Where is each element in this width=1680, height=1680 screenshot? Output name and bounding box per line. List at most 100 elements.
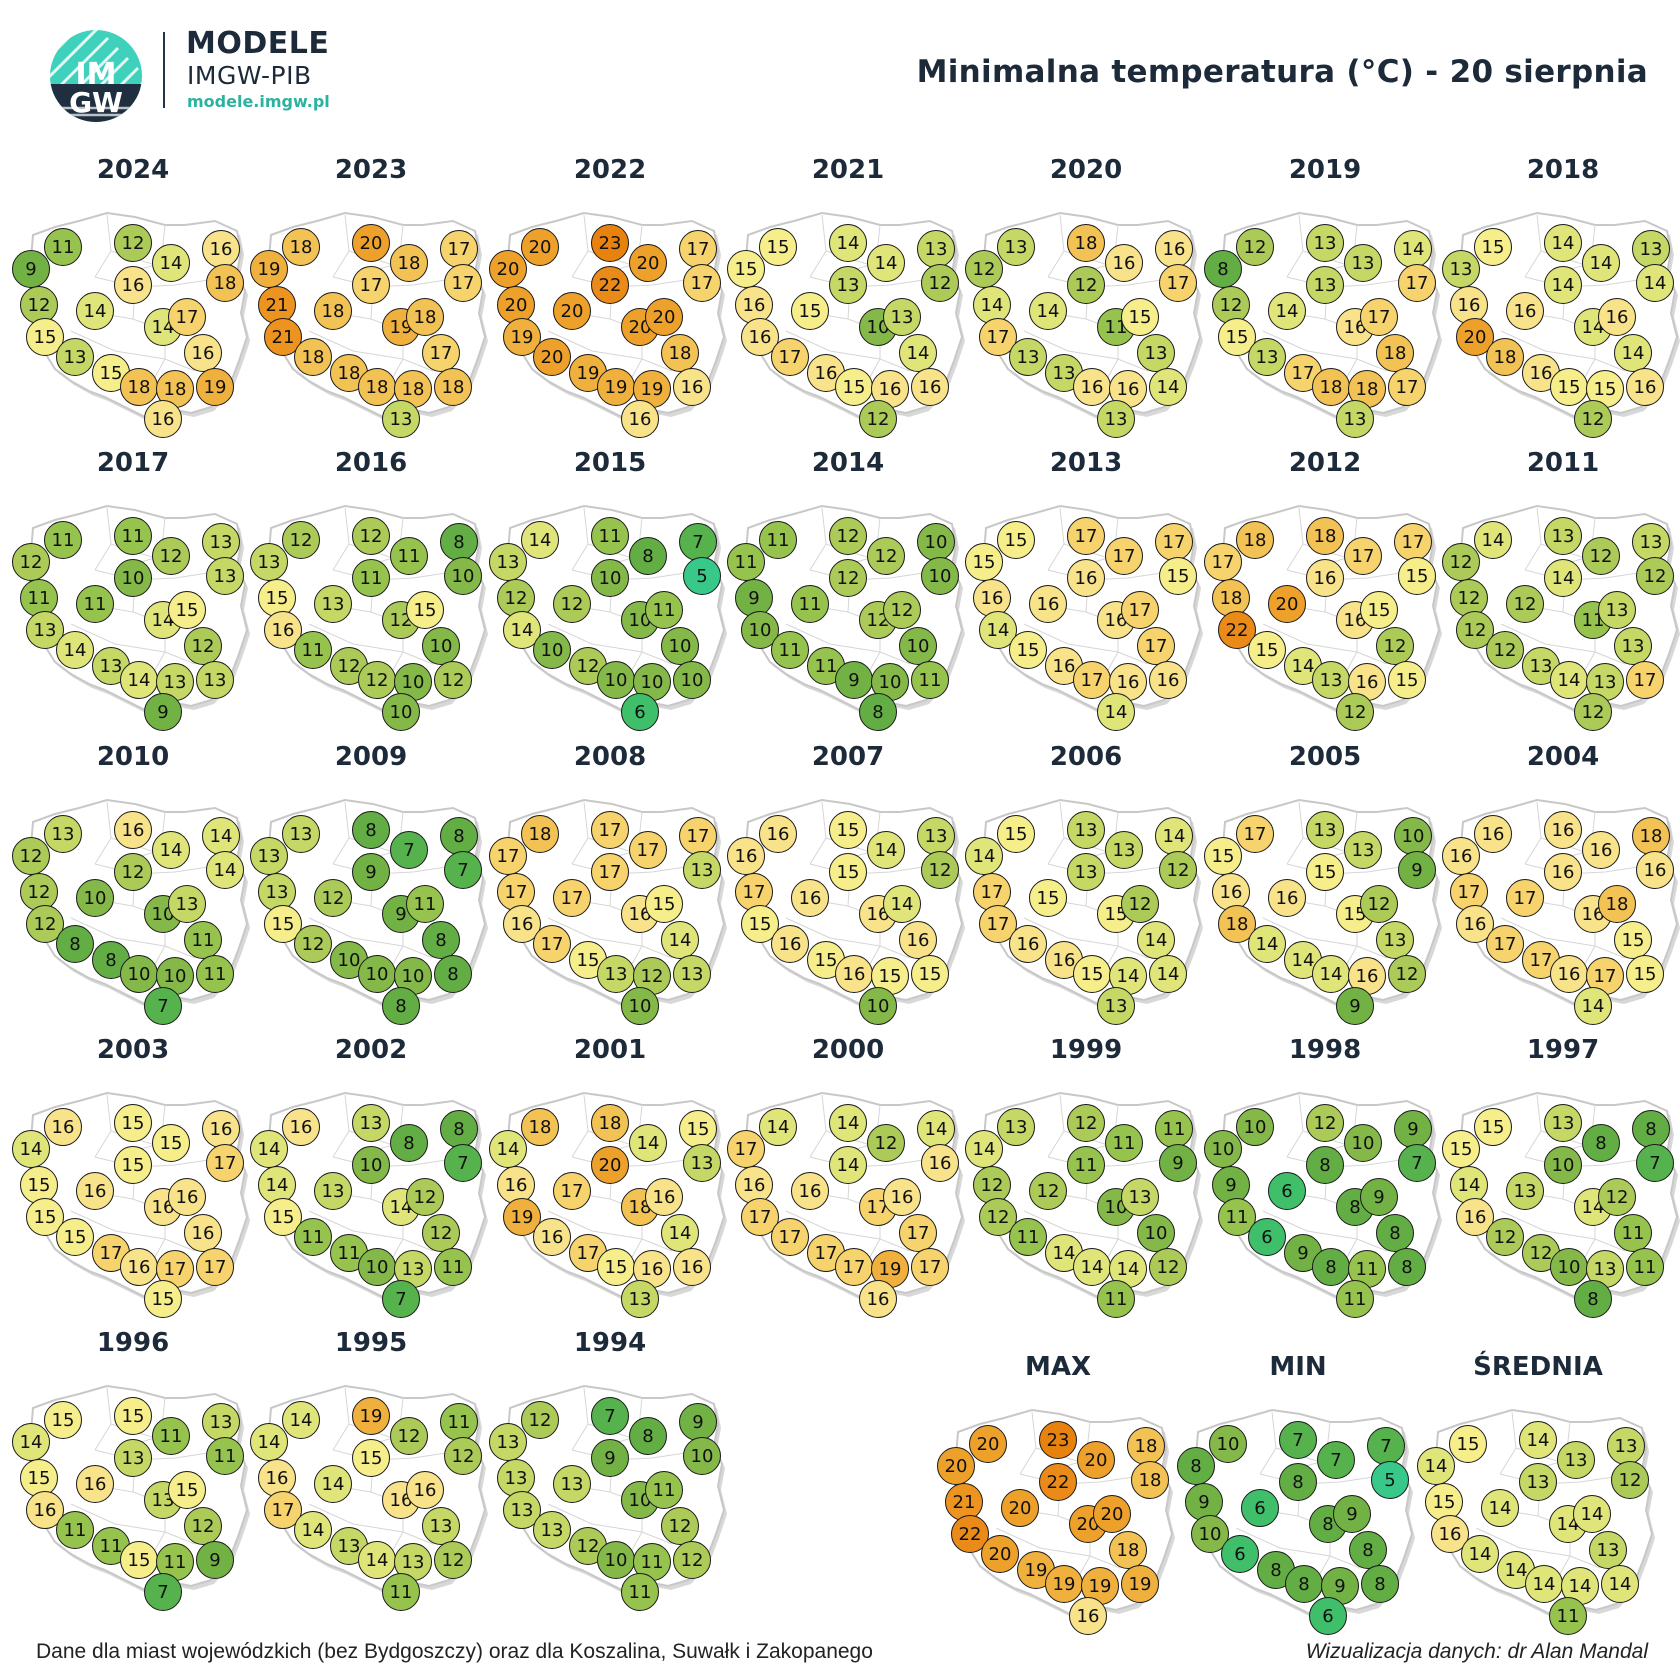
city-marker: 7 <box>444 1144 482 1182</box>
city-marker: 17 <box>1388 368 1426 406</box>
city-marker: 10 <box>1236 1108 1274 1146</box>
city-marker: 12 <box>1336 693 1374 731</box>
city-marker: 13 <box>1544 1104 1582 1142</box>
city-marker: 17 <box>1450 873 1488 911</box>
city-marker: 13 <box>56 338 94 376</box>
city-marker: 17 <box>497 873 535 911</box>
city-marker: 17 <box>735 873 773 911</box>
map-panel-2016: 2016 12 12 11 8 13 10 15 13 11 16 12 15 11 10 12 12 12 10 1… <box>250 448 489 731</box>
city-marker: 10 <box>1209 1425 1247 1463</box>
region-border <box>1544 643 1596 653</box>
region-border <box>114 1523 166 1533</box>
city-marker: 12 <box>965 250 1003 288</box>
map-panel-2018: 2018 15 14 14 13 13 14 16 16 14 20 14 16 18 14 16 15 16 15… <box>1442 155 1680 438</box>
city-marker: 15 <box>1248 631 1286 669</box>
city-marker: 18 <box>1127 1427 1165 1465</box>
map-panel-2006: 2006 15 13 13 14 14 12 17 15 13 17 15 12 16 14 16 15 14 14… <box>965 742 1204 1025</box>
city-marker: 10 <box>352 1146 390 1184</box>
city-marker: 13 <box>1519 1463 1557 1501</box>
city-marker: 5 <box>1371 1461 1409 1499</box>
city-marker: 14 <box>12 1423 50 1461</box>
city-marker: 16 <box>673 1248 711 1286</box>
city-marker: 16 <box>1009 925 1047 963</box>
city-marker: 20 <box>1077 1441 1115 1479</box>
city-marker: 11 <box>1097 1280 1135 1318</box>
map-panel-1998: 1998 10 12 10 9 10 7 9 6 8 11 8 9 6 8 9 8 8 11 11 <box>1204 1035 1443 1318</box>
city-marker: 12 <box>569 1527 607 1565</box>
city-marker: 14 <box>1544 266 1582 304</box>
city-marker: 13 <box>1306 811 1344 849</box>
city-marker: 13 <box>1312 661 1350 699</box>
city-marker: 16 <box>120 1248 158 1286</box>
city-marker: 12 <box>358 661 396 699</box>
city-marker: 12 <box>422 1214 460 1252</box>
city-marker: 13 <box>206 557 244 595</box>
city-marker: 17 <box>1486 925 1524 963</box>
city-marker: 10 <box>76 879 114 917</box>
map-panel-2005: 2005 17 13 13 10 15 9 16 16 15 18 15 12 14 13 14 14 12 16 9 <box>1204 742 1443 1025</box>
city-marker: 16 <box>76 1172 114 1210</box>
region-border <box>591 937 643 947</box>
svg-text:GW: GW <box>69 86 123 119</box>
city-marker: 16 <box>727 837 765 875</box>
city-marker: 16 <box>168 1178 206 1216</box>
city-marker: 16 <box>883 1178 921 1216</box>
city-marker: 16 <box>621 400 659 438</box>
city-marker: 15 <box>1306 853 1344 891</box>
city-marker: 14 <box>1497 1551 1535 1589</box>
city-marker: 16 <box>184 1214 222 1252</box>
region-border <box>1306 937 1358 947</box>
city-marker: 12 <box>921 264 959 302</box>
city-marker: 18 <box>1067 224 1105 262</box>
city-marker: 12 <box>1574 693 1612 731</box>
panel-label: 2017 <box>96 448 170 478</box>
city-marker: 17 <box>206 1144 244 1182</box>
city-marker: 15 <box>152 1124 190 1162</box>
city-marker: 13 <box>250 543 288 581</box>
region-border <box>1306 1230 1358 1240</box>
region-border <box>785 917 831 939</box>
city-marker: 20 <box>497 286 535 324</box>
map-panel-2013: 2013 15 17 17 17 15 15 16 16 16 14 16 17 15 17 16 17 16 16… <box>965 448 1204 731</box>
region-border <box>1500 623 1546 645</box>
city-marker: 13 <box>314 585 352 623</box>
map-panel-2000: 2000 14 14 12 14 17 16 16 16 14 17 17 16 17 17 17 17 17 19… <box>727 1035 966 1318</box>
city-marker: 16 <box>1474 815 1512 853</box>
city-marker: 11 <box>390 537 428 575</box>
city-marker: 12 <box>661 1507 699 1545</box>
city-marker: 16 <box>114 266 152 304</box>
map-panel-2003: 2003 16 15 15 16 14 17 15 16 15 15 16 16 15 16 17 16 17 17… <box>12 1035 251 1318</box>
city-marker: 13 <box>202 1403 240 1441</box>
city-marker: 13 <box>533 1511 571 1549</box>
city-marker: 17 <box>1121 591 1159 629</box>
city-marker: 18 <box>1212 579 1250 617</box>
city-marker: 12 <box>1636 557 1674 595</box>
city-marker: 16 <box>497 1166 535 1204</box>
city-marker: 16 <box>406 1471 444 1509</box>
map-panel-min: MIN 10 7 7 7 8 5 9 6 8 10 8 9 6 8 8 8 8 9 6 <box>1177 1352 1416 1635</box>
brand-url[interactable]: modele.imgw.pl <box>187 92 330 111</box>
city-marker: 9 <box>1336 987 1374 1025</box>
city-marker: 15 <box>835 368 873 406</box>
city-marker: 9 <box>1394 1110 1432 1148</box>
city-marker: 16 <box>533 1218 571 1256</box>
city-marker: 20 <box>533 338 571 376</box>
city-marker: 12 <box>434 661 472 699</box>
city-marker: 12 <box>859 400 897 438</box>
city-marker: 15 <box>791 292 829 330</box>
city-marker: 10 <box>683 1437 721 1475</box>
city-marker: 6 <box>1221 1535 1259 1573</box>
city-marker: 16 <box>1149 661 1187 699</box>
region-border <box>308 623 354 645</box>
city-marker: 15 <box>1159 557 1197 595</box>
city-marker: 12 <box>1611 1461 1649 1499</box>
city-marker: 12 <box>521 1401 559 1439</box>
city-marker: 17 <box>440 230 478 268</box>
region-border <box>785 330 831 352</box>
city-marker: 16 <box>1268 879 1306 917</box>
city-marker: 14 <box>1614 334 1652 372</box>
city-marker: 18 <box>314 292 352 330</box>
panel-label: 2002 <box>334 1035 408 1065</box>
region-border <box>1500 1210 1546 1232</box>
city-marker: 11 <box>1105 1124 1143 1162</box>
